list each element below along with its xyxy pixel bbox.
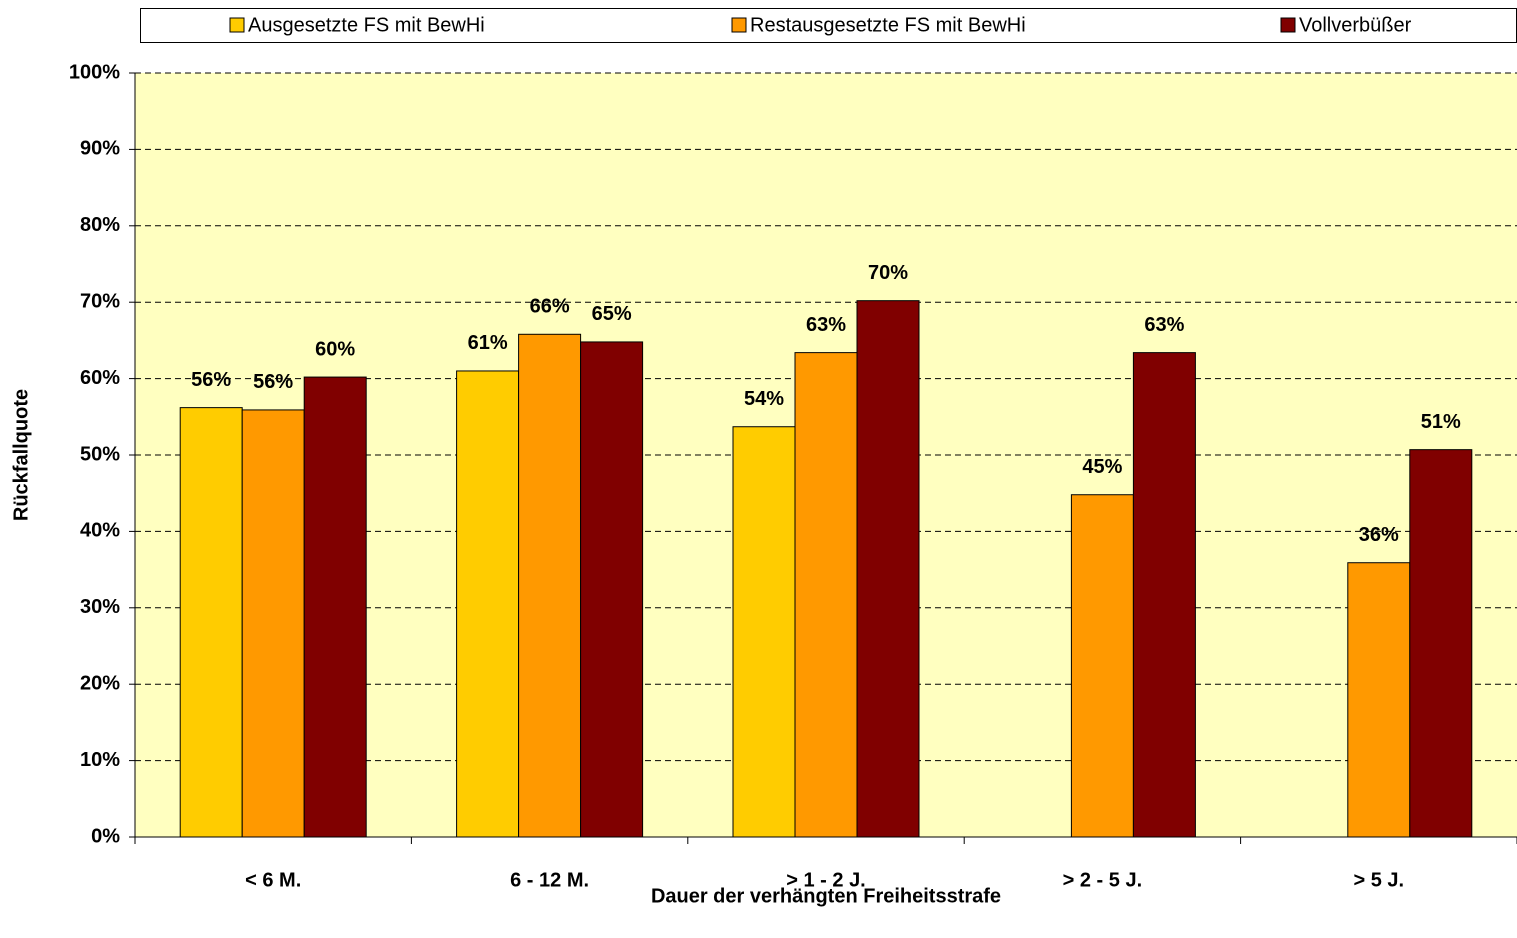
value-label: 45% xyxy=(1082,456,1122,478)
y-tick-label: 0% xyxy=(91,825,120,847)
value-label: 56% xyxy=(191,369,231,391)
value-label: 54% xyxy=(744,388,784,410)
x-tick-label: > 2 - 5 J. xyxy=(1063,869,1143,891)
y-tick-label: 70% xyxy=(80,290,120,312)
bar xyxy=(179,407,243,838)
bar xyxy=(303,376,367,838)
bar xyxy=(1070,494,1134,838)
bar xyxy=(794,352,858,838)
bar xyxy=(856,300,920,838)
legend-label: Vollverbüßer xyxy=(1299,14,1412,36)
value-label: 56% xyxy=(253,371,293,393)
value-label: 66% xyxy=(530,296,570,318)
value-label: 65% xyxy=(592,303,632,325)
bar xyxy=(518,333,582,838)
y-tick-label: 10% xyxy=(80,749,120,771)
value-label: 36% xyxy=(1359,524,1399,546)
bar xyxy=(1347,562,1411,838)
y-tick-label: 60% xyxy=(80,367,120,389)
value-label: 70% xyxy=(868,262,908,284)
legend-swatch xyxy=(229,17,245,33)
legend-swatch xyxy=(731,17,747,33)
y-tick-label: 40% xyxy=(80,520,120,542)
x-tick-label: > 5 J. xyxy=(1353,869,1404,891)
y-tick-label: 50% xyxy=(80,443,120,465)
value-label: 60% xyxy=(315,338,355,360)
x-axis-title: Dauer der verhängten Freiheitsstrafe xyxy=(651,885,1001,907)
value-label: 63% xyxy=(1144,314,1184,336)
y-axis-title: Rückfallquote xyxy=(10,389,32,521)
value-label: 61% xyxy=(468,332,508,354)
legend-label: Restausgesetzte FS mit BewHi xyxy=(750,14,1026,36)
y-tick-label: 20% xyxy=(80,672,120,694)
legend-swatch xyxy=(1280,17,1296,33)
bar xyxy=(732,426,796,838)
bar xyxy=(241,409,305,838)
x-tick-label: > 1 - 2 J. xyxy=(786,869,866,891)
y-tick-label: 30% xyxy=(80,596,120,618)
bar xyxy=(1132,352,1196,838)
bar xyxy=(580,341,644,838)
y-tick-label: 100% xyxy=(69,61,120,83)
legend-label: Ausgesetzte FS mit BewHi xyxy=(248,14,485,36)
x-tick-label: < 6 M. xyxy=(245,869,301,891)
x-tick-label: 6 - 12 M. xyxy=(510,869,589,891)
bar xyxy=(456,370,520,838)
bar xyxy=(1409,449,1473,838)
value-label: 63% xyxy=(806,314,846,336)
y-tick-label: 90% xyxy=(80,138,120,160)
value-label: 51% xyxy=(1421,411,1461,433)
y-tick-label: 80% xyxy=(80,214,120,236)
